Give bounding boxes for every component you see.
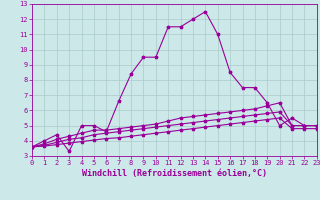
X-axis label: Windchill (Refroidissement éolien,°C): Windchill (Refroidissement éolien,°C)	[82, 169, 267, 178]
